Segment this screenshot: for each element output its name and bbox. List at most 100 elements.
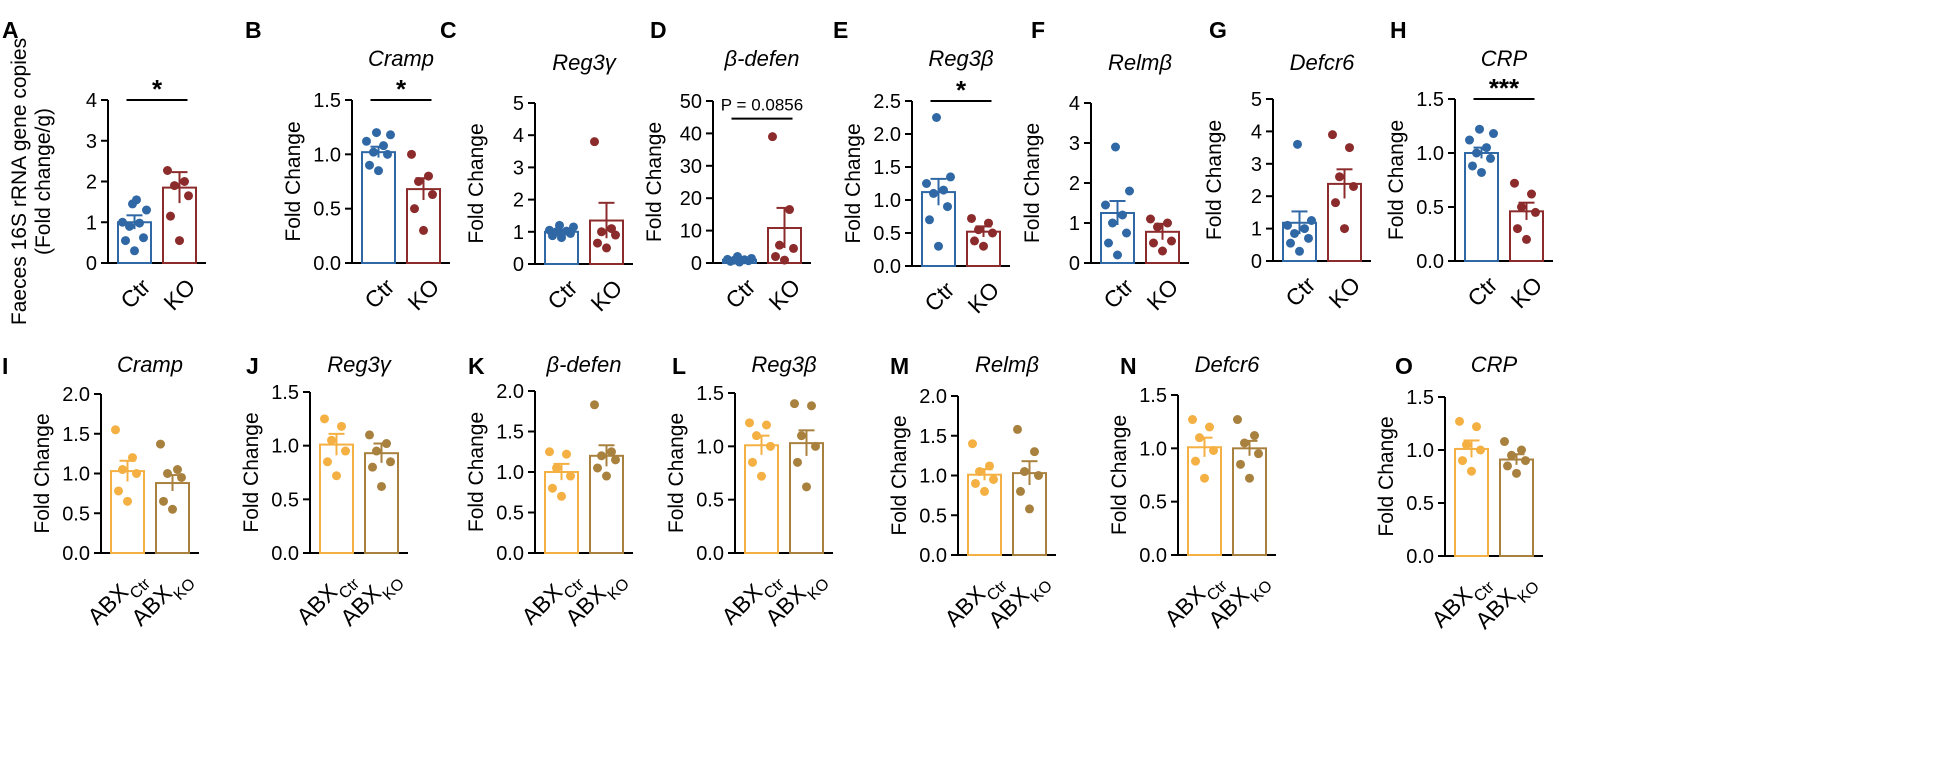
y-axis-label: (Fold change/g) [32, 108, 55, 255]
bar [1454, 447, 1489, 557]
y-tick-label: 0.5 [313, 199, 341, 221]
data-point [323, 457, 332, 467]
data-point [566, 471, 575, 481]
data-point [1149, 238, 1158, 248]
data-point [386, 130, 395, 140]
y-axis-label: Faeces 16S rRNA gene copies [8, 38, 31, 325]
y-tick-label: 1.0 [873, 190, 901, 212]
panel-letter: N [1120, 353, 1137, 379]
data-point [1146, 214, 1155, 224]
y-tick-label: 1.5 [1406, 387, 1434, 409]
chart-title: Cramp [368, 46, 434, 71]
y-tick-label: 0.5 [271, 489, 299, 511]
data-point [362, 136, 371, 146]
data-point [170, 181, 179, 191]
data-point [337, 421, 346, 431]
category-label: Ctr [1098, 273, 1138, 313]
data-point [368, 462, 377, 472]
chart-title: β-defen [724, 46, 800, 71]
data-point [1118, 210, 1127, 220]
data-point [748, 457, 757, 467]
data-point [1300, 224, 1309, 234]
data-point [111, 425, 120, 435]
data-point [555, 220, 564, 230]
bar [110, 470, 145, 554]
data-point [1286, 238, 1295, 248]
y-tick-label: 0.0 [696, 543, 724, 565]
y-tick-label: 0 [1251, 251, 1262, 273]
data-point [365, 430, 374, 440]
data-point [1465, 135, 1474, 145]
data-point [548, 483, 557, 493]
bar [544, 471, 579, 554]
panel-g: G Defcr6 0 1 2 3 4 5 Fold Change Ctr KO [1203, 17, 1371, 313]
data-point [1101, 200, 1110, 210]
y-tick-label: 4 [1251, 121, 1262, 143]
data-point [1462, 440, 1471, 450]
panel-f: F Relmβ 0 1 2 3 4 Fold Change Ctr KO [1021, 17, 1189, 315]
y-axis-label: Fold Change [465, 123, 488, 243]
data-point [369, 147, 378, 157]
data-point [569, 222, 578, 232]
y-tick-label: 0.5 [62, 503, 90, 525]
data-point [1113, 250, 1122, 260]
data-point [1158, 246, 1167, 256]
data-point [320, 414, 329, 424]
y-tick-label: 0.0 [873, 256, 901, 278]
chart-title: CRP [1481, 46, 1528, 71]
data-point [611, 455, 620, 465]
data-point [593, 238, 602, 248]
y-tick-label: 0 [513, 254, 524, 276]
data-point [1233, 415, 1242, 425]
data-point [768, 132, 777, 142]
y-tick-label: 4 [1069, 93, 1080, 115]
data-point [1340, 224, 1349, 234]
data-point [1475, 124, 1484, 134]
data-point [985, 461, 994, 471]
data-point [980, 486, 989, 496]
category-label: Ctr [359, 273, 399, 313]
data-point [988, 228, 997, 238]
data-point [989, 474, 998, 484]
data-point [1254, 449, 1263, 459]
y-tick-label: 0.5 [496, 503, 524, 525]
data-point [1517, 202, 1526, 212]
y-tick-label: 3 [513, 157, 524, 179]
chart-title: CRP [1471, 352, 1518, 377]
data-point [946, 172, 955, 182]
data-point [1307, 216, 1316, 225]
data-point [1290, 228, 1299, 238]
data-point [807, 401, 816, 411]
data-point [607, 447, 616, 457]
y-tick-label: 2 [86, 172, 97, 194]
y-axis-label: Fold Change [282, 121, 305, 241]
data-point [374, 166, 383, 176]
panel-letter: I [2, 353, 8, 379]
data-point [1472, 422, 1481, 432]
data-point [1104, 238, 1113, 248]
data-point [1191, 456, 1200, 466]
data-point [372, 128, 381, 138]
y-tick-label: 4 [513, 125, 524, 147]
data-point [332, 471, 341, 481]
data-point [1293, 139, 1302, 149]
data-point [175, 236, 184, 246]
data-point [118, 217, 127, 227]
data-point [1020, 467, 1029, 477]
data-point [590, 400, 599, 410]
panel-letter: C [440, 17, 457, 43]
data-point [365, 160, 374, 170]
y-tick-label: 0.5 [919, 505, 947, 527]
data-point [327, 435, 336, 445]
data-point [130, 246, 139, 256]
data-point [1125, 186, 1134, 196]
data-point [602, 243, 611, 253]
data-point [597, 227, 606, 237]
data-point [771, 252, 780, 262]
data-point [740, 255, 749, 265]
data-point [552, 463, 561, 473]
data-point [932, 113, 941, 122]
